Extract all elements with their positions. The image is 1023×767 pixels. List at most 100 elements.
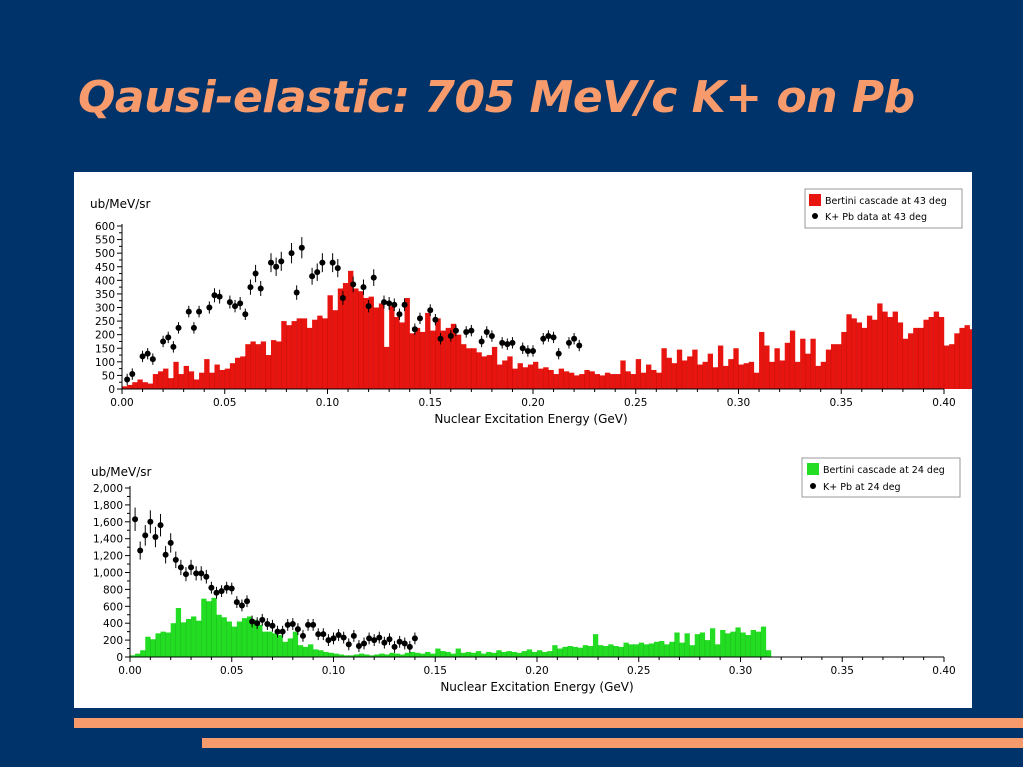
chart-bottom-bar — [715, 644, 721, 657]
chart-bottom-data-point — [244, 598, 251, 605]
chart-bottom-data-point — [203, 573, 210, 580]
chart-top-bar — [923, 319, 929, 389]
chart-bottom-bar — [196, 620, 202, 657]
chart-top-data-point — [381, 299, 388, 306]
chart-top-data-point — [175, 324, 182, 331]
chart-top-bar — [712, 367, 719, 389]
chart-bottom-bar — [491, 652, 497, 657]
chart-top-bar — [373, 307, 380, 389]
chart-top-bar — [240, 356, 246, 389]
chart-top-bar — [599, 375, 606, 389]
chart-bottom-bar — [765, 650, 772, 657]
chart-bottom-data-point — [371, 637, 378, 644]
chart-top-bar — [312, 319, 318, 389]
chart-bottom-bar — [318, 650, 324, 657]
chart-bottom-data-point — [386, 636, 393, 643]
chart-bottom-bar — [170, 623, 176, 657]
chart-top-bar — [759, 331, 765, 389]
chart-bottom-data-point — [366, 635, 373, 642]
chart-top-bar — [913, 327, 919, 389]
chart-top-bar — [764, 345, 770, 389]
chart-top-bar — [127, 384, 133, 389]
chart-bottom-bar — [297, 645, 304, 657]
chart-bottom-bar — [231, 626, 238, 657]
chart-bottom-bar — [257, 624, 263, 657]
chart-top-bar — [363, 297, 369, 389]
chart-top-bar — [620, 360, 626, 389]
chart-top-bar — [646, 364, 652, 389]
chart-top-bar — [481, 356, 487, 389]
chart-top-bar — [866, 315, 873, 389]
chart-top-data-point — [401, 301, 408, 308]
chart-bottom-bar — [348, 655, 355, 657]
chart-top-data-points — [124, 237, 583, 386]
chart-top-bar — [928, 317, 934, 389]
chart-top-bar — [163, 368, 169, 389]
chart-top-legend-box — [804, 188, 963, 229]
chart-bottom-bar — [547, 651, 553, 657]
chart-top-xtick-label: 0.00 — [110, 397, 133, 409]
chart-top-xtick-label: 0.40 — [932, 397, 955, 409]
chart-bottom-bar — [160, 631, 166, 657]
chart-bottom-bar — [643, 644, 650, 657]
chart-top-bar — [964, 325, 970, 389]
chart-top-data-point — [499, 339, 506, 346]
chart-bottom-bar — [384, 654, 390, 657]
chart-bottom-data-point — [299, 632, 306, 639]
chart-top-bar — [214, 364, 220, 389]
chart-bottom-data-point — [218, 588, 225, 595]
chart-top-data-point — [247, 284, 254, 291]
chart-bottom-bar — [577, 647, 583, 657]
chart-bottom-bar — [542, 651, 548, 657]
chart-bottom-data-point — [152, 534, 159, 541]
chart-bottom-data-point — [162, 551, 169, 558]
chart-top-bar — [815, 365, 821, 389]
chart-bottom-bar — [684, 633, 690, 657]
chart-top-data-point — [509, 339, 516, 346]
chart-top-bar — [414, 327, 421, 389]
chart-bottom-bar — [374, 654, 380, 657]
chart-bottom-legend-hist-label: Bertini cascade at 24 deg — [823, 465, 945, 476]
chart-bottom-bar — [313, 649, 319, 657]
chart-top-data-point — [386, 300, 393, 307]
chart-bottom-data-point — [345, 641, 352, 648]
chart-bottom-data-points — [132, 507, 418, 653]
chart-top-data-point — [550, 334, 557, 341]
chart-panel: ub/MeV/sr Nuclear Excitation Energy (GeV… — [74, 172, 972, 708]
chart-top-data-point — [519, 345, 526, 352]
chart-top-bar — [142, 382, 148, 389]
chart-bottom-bar — [323, 651, 329, 657]
chart-bottom-bar — [135, 653, 141, 657]
chart-top-bar — [830, 344, 837, 389]
chart-bottom-xtick-label: 0.35 — [831, 665, 854, 677]
chart-top-data-point — [314, 269, 321, 276]
chart-bottom-data-point — [193, 570, 200, 577]
chart-top-xtick-label: 0.10 — [316, 397, 339, 409]
chart-bottom-bar — [572, 646, 578, 657]
chart-bottom-bar — [465, 651, 472, 657]
chart-bottom-histogram — [130, 597, 772, 657]
chart-top-data-point — [267, 259, 274, 266]
chart-bottom-data-point — [401, 640, 408, 647]
chart-top-data-point — [468, 327, 475, 334]
chart-top-ytick-label: 550 — [95, 235, 115, 247]
chart-bottom-bar — [633, 644, 639, 657]
chart-bottom-bar — [745, 635, 751, 657]
chart-top-data-point — [206, 304, 213, 311]
chart-top-bar — [147, 383, 154, 389]
chart-top-unit: ub/MeV/sr — [90, 197, 151, 211]
chart-bottom-bar — [654, 641, 660, 657]
chart-top-bar — [692, 349, 698, 389]
chart-top-bar — [630, 374, 636, 389]
chart-bottom-bar — [674, 632, 680, 657]
chart-bottom-bar — [664, 644, 670, 657]
chart-top-bar — [450, 323, 457, 389]
chart-bottom-data-point — [274, 628, 281, 635]
chart-top-data-point — [288, 250, 295, 257]
chart-bottom-bar — [628, 644, 634, 657]
chart-bottom-data-point — [396, 638, 403, 645]
chart-top-data-point — [365, 303, 372, 310]
chart-top-bar — [861, 327, 868, 389]
chart-bottom-data-point — [249, 618, 256, 625]
chart-top-bar — [538, 368, 544, 389]
